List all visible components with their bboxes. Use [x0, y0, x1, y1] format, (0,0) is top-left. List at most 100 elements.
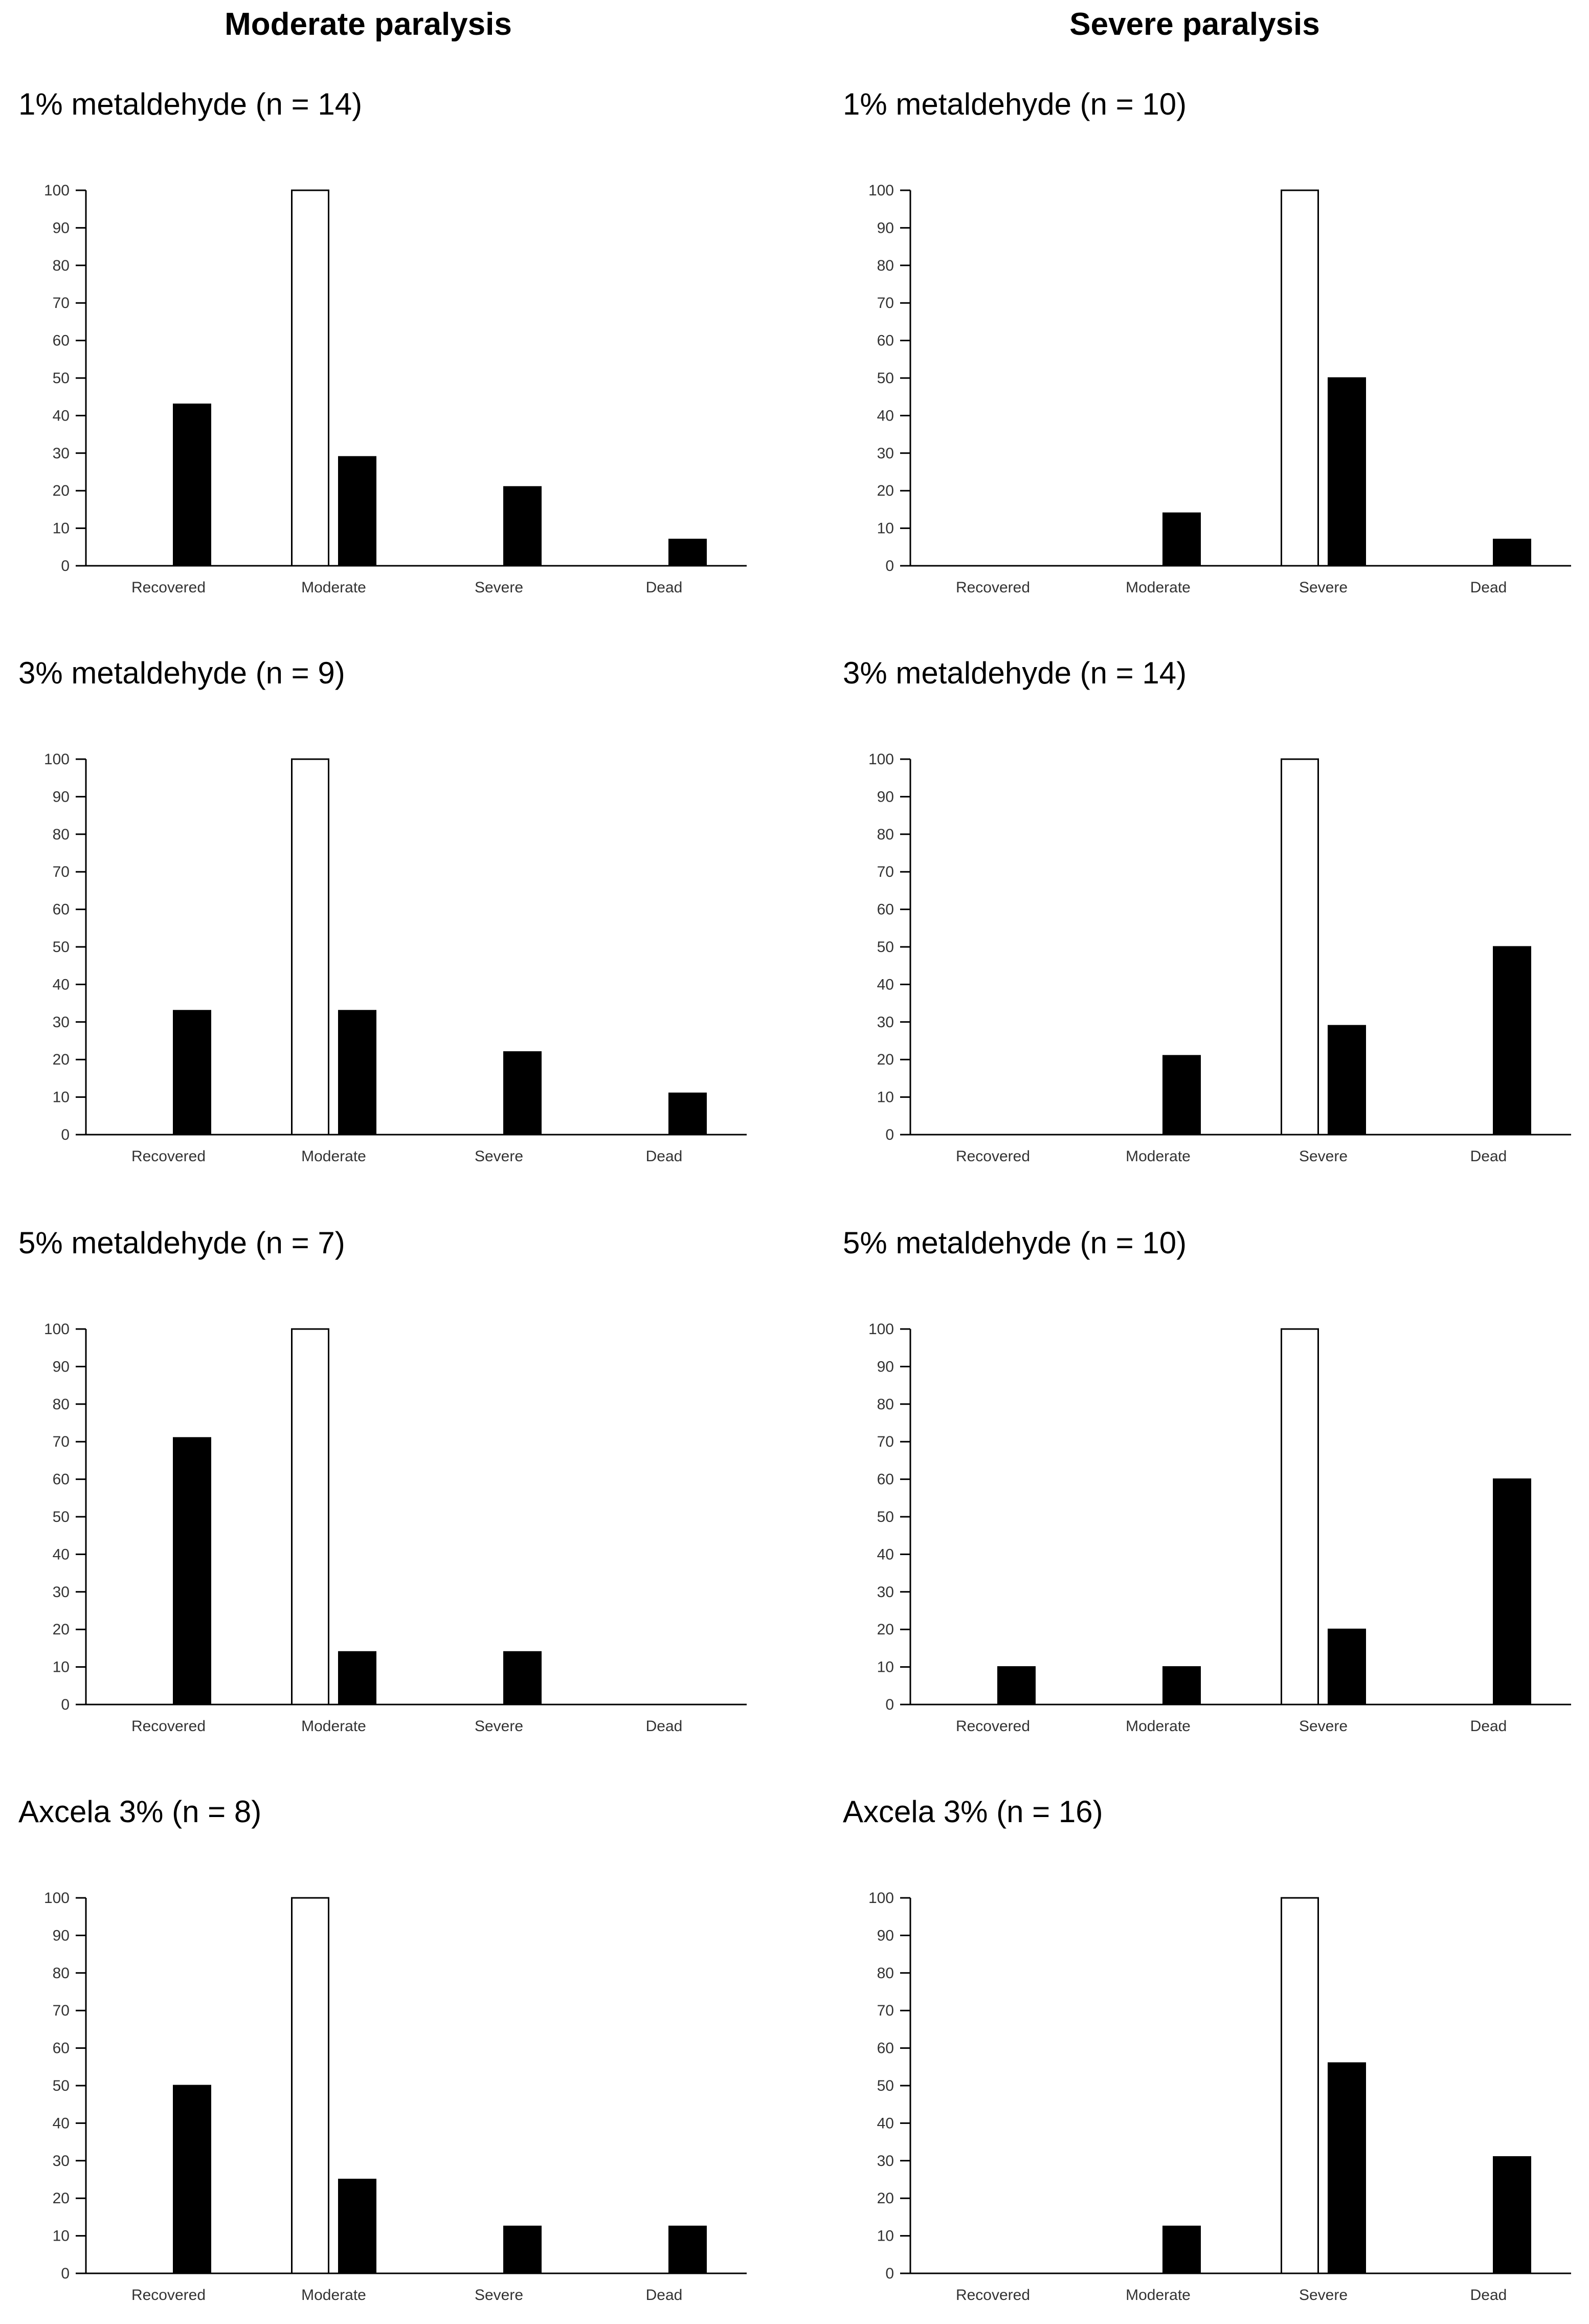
- x-tick-label: Recovered: [131, 2287, 206, 2304]
- y-tick-label: 30: [877, 1014, 894, 1031]
- y-tick-label: 10: [877, 520, 894, 537]
- y-tick-label: 40: [53, 407, 70, 424]
- y-tick-label: 20: [53, 1051, 70, 1068]
- y-tick-label: 0: [61, 1126, 70, 1143]
- y-tick-label: 80: [53, 257, 70, 274]
- y-tick-label: 80: [53, 1965, 70, 1982]
- x-tick-label: Severe: [1299, 2287, 1348, 2304]
- y-tick-label: 90: [877, 788, 894, 805]
- y-tick-label: 0: [885, 1696, 894, 1713]
- bar-white: [1281, 189, 1319, 567]
- bar-black: [1162, 2225, 1201, 2274]
- bar-black: [173, 2085, 211, 2274]
- y-tick-label: 10: [53, 520, 70, 537]
- y-tick-label: 30: [53, 2153, 70, 2170]
- y-tick-label: 40: [877, 1546, 894, 1563]
- y-tick-label: 10: [53, 1659, 70, 1676]
- bar-white: [1281, 758, 1319, 1136]
- y-tick-label: 60: [877, 901, 894, 918]
- y-tick-label: 30: [53, 445, 70, 462]
- bar-white: [1281, 1328, 1319, 1706]
- bar-black: [173, 403, 211, 567]
- y-tick-label: 100: [44, 1890, 70, 1907]
- x-tick-label: Moderate: [1126, 1718, 1191, 1735]
- y-tick-label: 20: [877, 1621, 894, 1638]
- y-tick-label: 100: [868, 751, 894, 768]
- bar-black: [1493, 539, 1531, 567]
- y-tick-label: 70: [877, 1433, 894, 1450]
- y-tick-label: 10: [53, 2228, 70, 2245]
- x-tick-label: Severe: [475, 1718, 523, 1735]
- x-tick-label: Severe: [1299, 1718, 1348, 1735]
- x-tick-label: Recovered: [956, 1148, 1030, 1165]
- bar-white: [291, 1897, 329, 2274]
- y-tick-label: 50: [877, 1509, 894, 1525]
- y-tick-label: 20: [53, 1621, 70, 1638]
- y-tick-label: 0: [61, 558, 70, 574]
- y-tick-label: 30: [877, 445, 894, 462]
- y-tick-label: 70: [877, 295, 894, 312]
- bar-white: [1281, 1897, 1319, 2274]
- x-tick-label: Recovered: [131, 579, 206, 596]
- x-tick-label: Moderate: [301, 2287, 366, 2304]
- y-tick-label: 40: [53, 976, 70, 993]
- x-tick-label: Dead: [646, 1718, 683, 1735]
- bar-black: [1162, 1666, 1201, 1706]
- x-tick-label: Dead: [1470, 579, 1507, 596]
- column-title-severe: Severe paralysis: [1069, 7, 1320, 42]
- bar-black: [1162, 1055, 1201, 1136]
- y-tick-label: 20: [877, 2190, 894, 2207]
- y-tick-label: 50: [53, 939, 70, 956]
- x-tick-label: Recovered: [131, 1148, 206, 1165]
- panel-title: 5% metaldehyde (n = 10): [843, 1226, 1187, 1260]
- y-tick-label: 50: [53, 370, 70, 387]
- x-tick-label: Dead: [646, 2287, 683, 2304]
- y-tick-label: 20: [53, 482, 70, 499]
- bar-black: [338, 2179, 376, 2274]
- y-tick-label: 80: [877, 257, 894, 274]
- y-tick-label: 10: [53, 1089, 70, 1106]
- y-tick-label: 90: [53, 1927, 70, 1944]
- panel-title: 1% metaldehyde (n = 10): [843, 87, 1187, 121]
- y-tick-label: 40: [53, 1546, 70, 1563]
- x-tick-label: Dead: [646, 579, 683, 596]
- x-tick-label: Moderate: [1126, 2287, 1191, 2304]
- bar-white: [291, 758, 329, 1136]
- x-tick-label: Recovered: [956, 1718, 1030, 1735]
- y-tick-label: 100: [44, 182, 70, 199]
- x-tick-label: Moderate: [301, 1148, 366, 1165]
- bar-black: [1328, 1025, 1366, 1136]
- bar-black: [503, 486, 542, 567]
- y-tick-label: 0: [61, 2265, 70, 2282]
- y-tick-label: 0: [885, 558, 894, 574]
- bar-black: [338, 456, 376, 567]
- y-tick-label: 90: [877, 219, 894, 236]
- bar-black: [503, 2225, 542, 2274]
- x-tick-label: Dead: [646, 1148, 683, 1165]
- x-tick-label: Dead: [1470, 1148, 1507, 1165]
- y-tick-label: 70: [53, 1433, 70, 1450]
- x-tick-label: Recovered: [956, 579, 1030, 596]
- y-tick-label: 60: [53, 333, 70, 349]
- y-tick-label: 10: [877, 1659, 894, 1676]
- y-tick-label: 50: [53, 1509, 70, 1525]
- panel-title: 3% metaldehyde (n = 9): [18, 656, 345, 690]
- y-tick-label: 100: [44, 1321, 70, 1338]
- bar-black: [997, 1666, 1036, 1706]
- y-tick-label: 90: [877, 1358, 894, 1375]
- y-tick-label: 0: [61, 1696, 70, 1713]
- panel-title: 5% metaldehyde (n = 7): [18, 1226, 345, 1260]
- y-tick-label: 70: [53, 2002, 70, 2019]
- y-tick-label: 60: [53, 901, 70, 918]
- bar-black: [173, 1010, 211, 1136]
- y-tick-label: 80: [877, 826, 894, 843]
- x-tick-label: Severe: [1299, 1148, 1348, 1165]
- bar-black: [668, 1092, 707, 1136]
- bar-black: [668, 2225, 707, 2274]
- x-tick-label: Severe: [1299, 579, 1348, 596]
- y-tick-label: 50: [877, 2077, 894, 2094]
- y-tick-label: 60: [53, 2040, 70, 2057]
- y-tick-label: 90: [53, 1358, 70, 1375]
- y-tick-label: 70: [53, 864, 70, 880]
